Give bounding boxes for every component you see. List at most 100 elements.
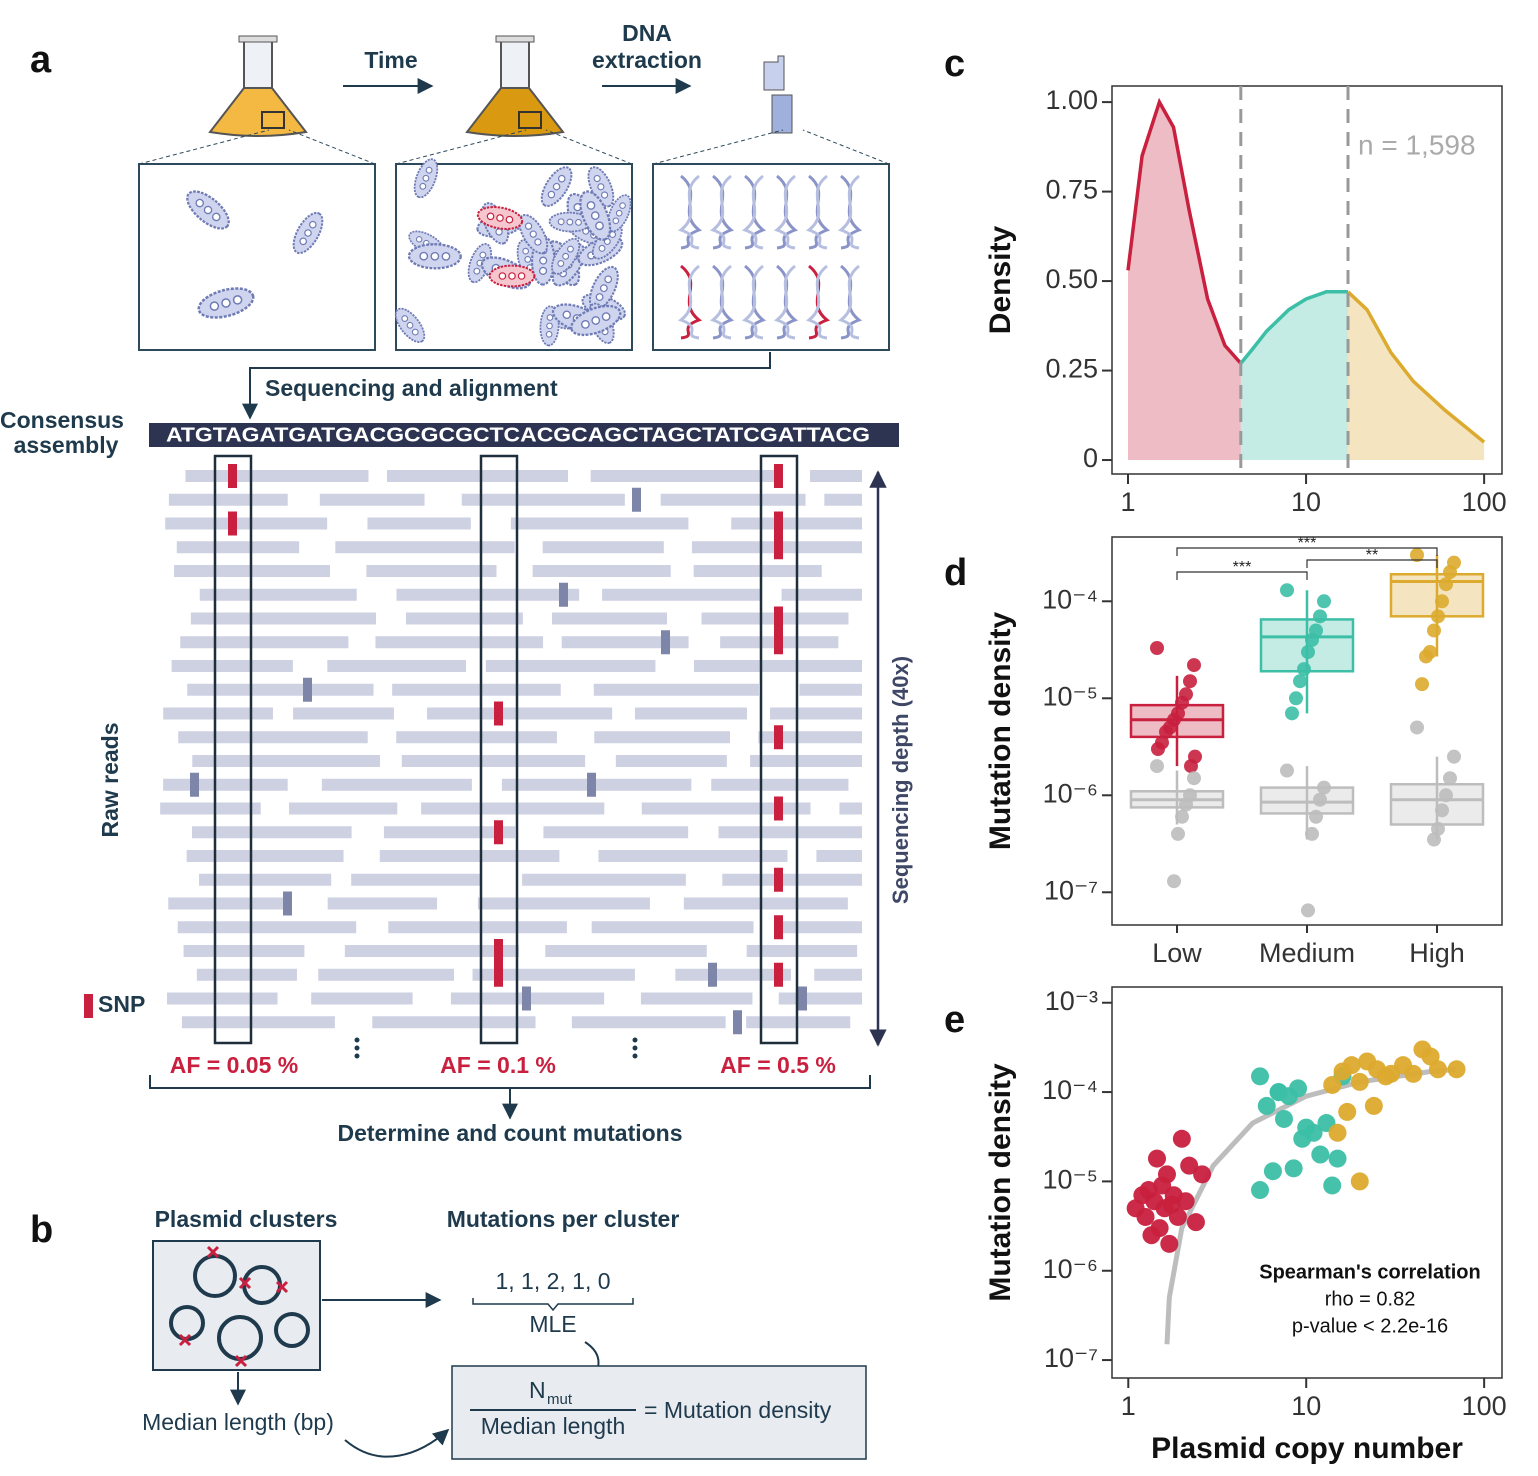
point [1147,1149,1166,1168]
dna [837,174,860,250]
snp [774,962,783,987]
step-label: DNA [622,20,672,46]
variant [522,986,531,1011]
point [1317,780,1331,795]
read [168,897,290,910]
dot [419,182,427,190]
point [1317,594,1331,609]
y-tick-label: 10⁻³ [1045,986,1098,1016]
read [594,731,730,744]
read [543,826,689,839]
y-tick-label: 10⁻⁴ [1042,1075,1098,1105]
significance-label: ** [1366,547,1378,564]
mle: MLE [529,1311,576,1337]
dna [677,264,700,340]
read [199,873,332,886]
dot [593,174,601,183]
variant [708,962,717,987]
point [1305,826,1319,841]
dot [529,230,537,238]
point [1289,691,1303,706]
dot [415,236,423,243]
y-tick-label: 1.00 [1045,85,1098,115]
read [289,802,398,815]
dot [441,251,451,261]
snp [774,535,783,560]
arrow [344,1428,450,1458]
read [367,517,471,530]
dot [232,295,243,305]
arrow [242,352,771,420]
read [392,683,561,696]
read [168,493,288,506]
snp [494,701,503,726]
point [1427,832,1441,847]
reads [160,454,862,1045]
dot [612,217,620,225]
snp [774,464,783,488]
read [824,493,862,506]
dot [562,252,570,260]
point [1269,1083,1288,1102]
bacterium [292,211,324,255]
read [602,588,761,601]
read [366,565,497,577]
point [1187,771,1201,786]
read [187,683,374,696]
bacterium [518,213,549,255]
point [1443,771,1457,786]
step-label: Sequencing and alignment [265,375,558,401]
zoom-box [261,111,285,129]
numerator-sub: mut [547,1391,573,1408]
read [383,826,516,839]
point [1447,749,1461,764]
dot [221,298,231,308]
point [1435,594,1449,609]
bacterium [413,158,439,199]
consensus-bar [149,423,899,447]
step-label: extraction [592,47,702,73]
x-tick-label: High [1409,938,1465,968]
numerator: N [529,1377,546,1403]
dot [546,322,553,330]
annotation: p-value < 2.2e-16 [1292,1315,1448,1337]
dot [581,320,590,329]
y-tick-label: 0 [1083,443,1098,473]
dot [486,212,495,221]
read [311,992,413,1005]
point [1364,1096,1383,1115]
point [1186,1213,1205,1232]
point [1150,640,1164,655]
read [178,731,368,744]
bacterium [186,190,230,230]
read [640,992,753,1005]
read [660,493,806,506]
position-box [479,454,519,1045]
consensus-label: assembly [14,432,119,458]
box [1389,782,1485,826]
point [1410,548,1424,563]
dna [741,264,764,340]
annotation: rho = 0.82 [1325,1288,1416,1310]
read [192,755,380,767]
point [1171,826,1185,841]
read [167,992,278,1005]
point [1427,623,1441,638]
significance-bracket [1306,559,1438,568]
zoom-lines [138,129,376,165]
dot [567,245,574,253]
flask-body [208,87,308,137]
panel-label: d [944,552,967,594]
read [293,707,394,720]
dot [545,330,553,338]
point [1297,662,1311,677]
read [375,636,544,649]
dna [709,174,732,250]
dot [586,201,596,210]
point [1184,759,1198,774]
point [1301,645,1315,660]
y-axis-label: Mutation density [984,612,1017,851]
dot [597,183,605,191]
significance-bracket [1176,547,1438,556]
y-axis-label: Mutation density [984,1063,1017,1302]
